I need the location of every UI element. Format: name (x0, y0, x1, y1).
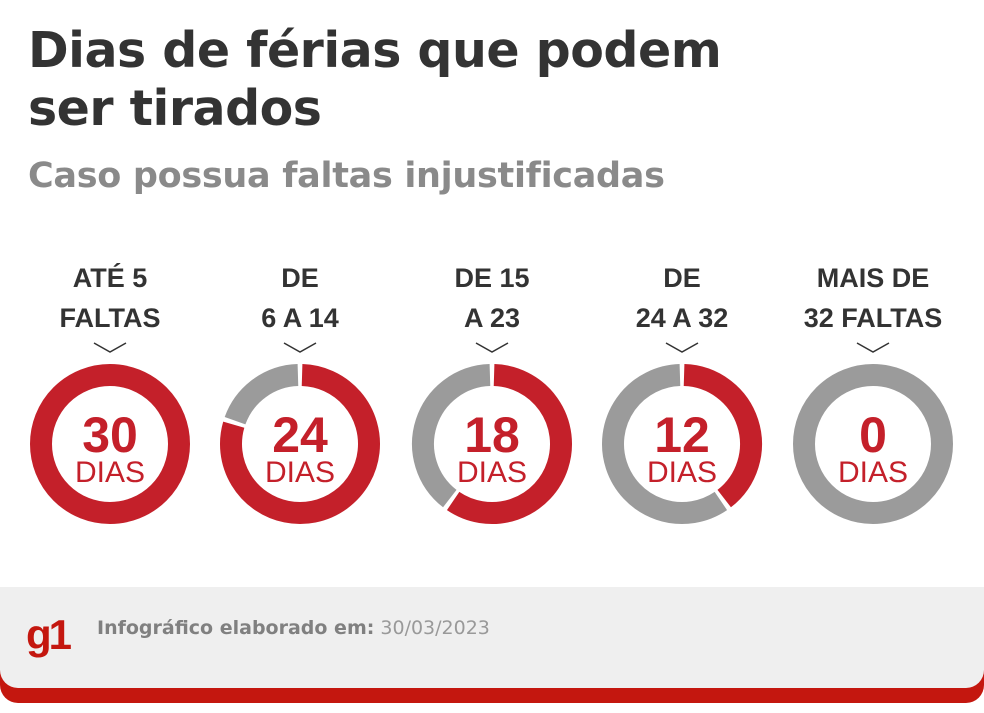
donut-remaining-segment (602, 364, 728, 524)
unit-label: DIAS (838, 456, 908, 489)
chevron-down-icon (93, 342, 127, 353)
value-label: 24 (272, 407, 328, 463)
donut-filled-segment (446, 364, 572, 524)
donut-group: DE 15 A 23 18 DIAS (397, 258, 587, 524)
donut-filled-segment (30, 364, 190, 524)
category-label: MAIS DE 32 FALTAS (803, 263, 943, 333)
donut-remaining-segment (224, 364, 299, 425)
credit: Infográfico elaborado em: 30/03/2023 (97, 617, 490, 639)
unit-label: DIAS (265, 456, 335, 489)
donut-filled-segment (683, 364, 762, 508)
donut-remaining-segment (412, 364, 491, 508)
g1-logo: g1 (26, 611, 72, 658)
value-label: 0 (859, 407, 887, 463)
unit-label: DIAS (647, 456, 717, 489)
category-label: DE 15 A 23 (454, 263, 530, 333)
value-label: 12 (654, 407, 710, 463)
unit-label: DIAS (75, 456, 145, 489)
donut-group: MAIS DE 32 FALTAS 0 DIAS (778, 258, 968, 524)
chevron-down-icon (283, 342, 317, 353)
value-label: 30 (82, 407, 138, 463)
donut-group: DE 24 A 32 12 DIAS (587, 258, 777, 524)
page-title: Dias de férias que podem ser tirados (28, 22, 722, 137)
unit-label: DIAS (457, 456, 527, 489)
donut-remaining-segment (793, 364, 953, 524)
subtitle: Caso possua faltas injustificadas (28, 156, 665, 196)
donut-group: ATÉ 5 FALTAS 30 DIAS (15, 258, 205, 524)
category-label: DE 24 A 32 (635, 263, 729, 333)
donut-group: DE 6 A 14 24 DIAS (205, 258, 395, 524)
chevron-down-icon (665, 342, 699, 353)
donut-filled-segment (220, 364, 380, 524)
value-label: 18 (464, 407, 520, 463)
chevron-down-icon (856, 342, 890, 353)
category-label: DE 6 A 14 (261, 263, 339, 333)
footer: g1 Infográfico elaborado em: 30/03/2023 (0, 587, 984, 703)
category-label: ATÉ 5 FALTAS (59, 263, 161, 333)
chevron-down-icon (475, 342, 509, 353)
